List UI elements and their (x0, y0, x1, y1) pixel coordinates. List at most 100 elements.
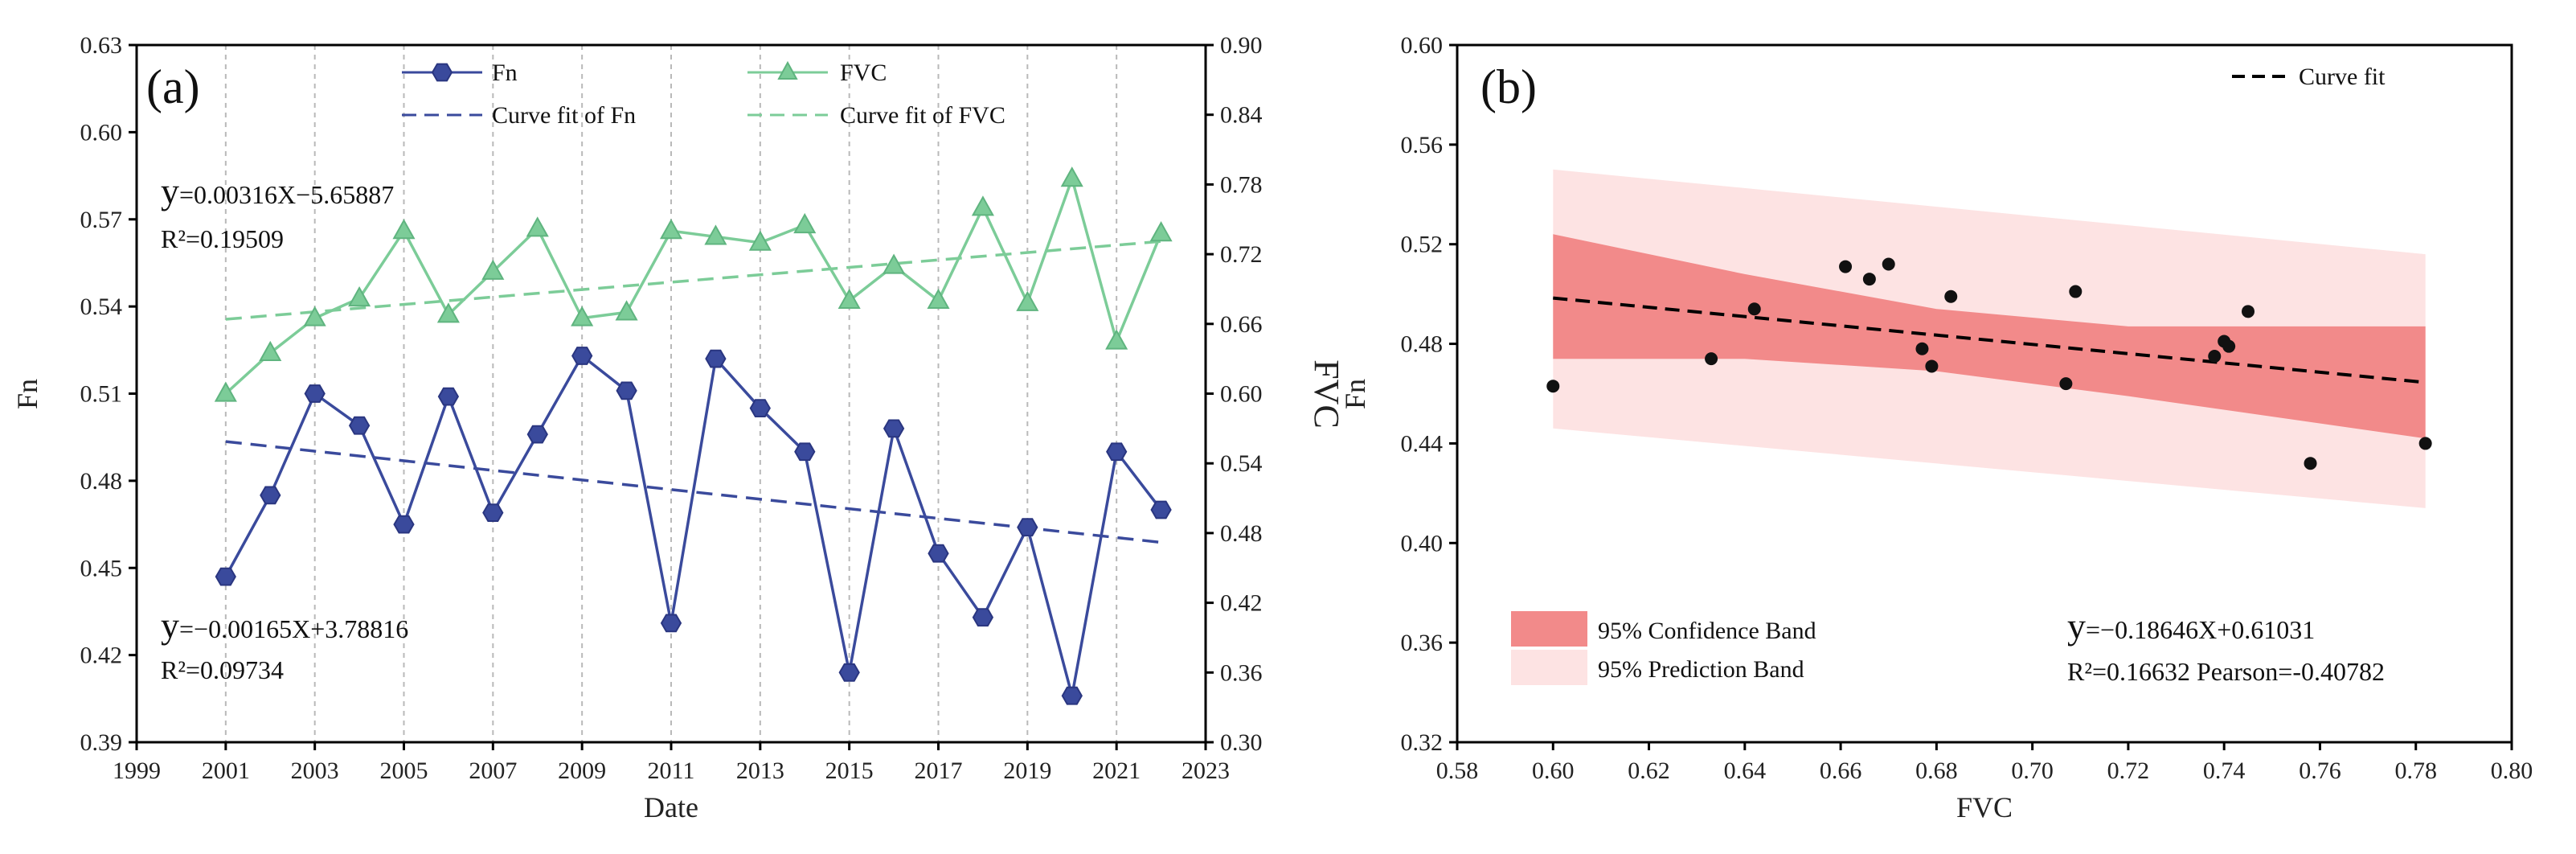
fvc-point-2006 (436, 302, 460, 323)
fvc-point-2012 (704, 224, 727, 245)
fvc-equation: y=0.00316X−5.65887 (161, 170, 394, 211)
x-tick-label-a: 2013 (736, 758, 784, 784)
fvc-r2: R²=0.19509 (161, 224, 284, 253)
fvc-point-2008 (526, 216, 549, 237)
x-tick-label-a: 2007 (469, 758, 517, 784)
x-tick-label-a: 2011 (648, 758, 695, 784)
y-tick-label-b: 0.36 (1401, 630, 1444, 656)
y-tick-label-left-a: 0.42 (80, 643, 123, 669)
confidence-band (1553, 234, 2426, 439)
y-tick-label-left-a: 0.57 (80, 207, 123, 233)
panel-b-label: (b) (1480, 60, 1537, 113)
fvc-point-2004 (348, 285, 371, 307)
fvc-point-2015 (838, 288, 861, 309)
y-tick-label-right-a: 0.48 (1220, 520, 1263, 547)
fn-point-2009 (571, 347, 593, 365)
scatter-point (2304, 457, 2317, 470)
x-tick-label-b: 0.58 (1436, 758, 1479, 784)
legend-fvc-fit-label: Curve fit of FVC (840, 102, 1005, 129)
fn-point-2019 (1017, 518, 1038, 537)
legend-b: Curve fit 95% Confidence Band 95% Predic… (1511, 64, 2386, 685)
fvc-point-2018 (971, 195, 994, 216)
fvc-point-2002 (259, 340, 282, 362)
y-tick-label-right-a: 0.66 (1220, 311, 1263, 338)
x-tick-label-b: 0.72 (2107, 758, 2150, 784)
x-tick-label-b: 0.74 (2203, 758, 2246, 784)
x-tick-label-b: 0.66 (1820, 758, 1862, 784)
x-tick-label-a: 2009 (558, 758, 606, 784)
scatter-point (2069, 285, 2083, 298)
scatter-point (2059, 377, 2073, 391)
x-tick-label-b: 0.78 (2394, 758, 2437, 784)
scatter-point (1944, 289, 1958, 303)
y-tick-label-left-a: 0.51 (80, 381, 123, 408)
fn-point-2013 (749, 399, 771, 417)
fn-point-2010 (616, 381, 637, 400)
fvc-point-2020 (1060, 166, 1083, 187)
panel-a: 1999 2001 2003 2005 2007 2009 2011 2013 2015 2017… (11, 32, 1346, 823)
scatter-fit-line (1553, 296, 2426, 384)
fvc-point-2016 (883, 253, 906, 274)
fvc-series-line (224, 174, 1163, 395)
x-tick-label-a: 2005 (380, 758, 428, 784)
y-tick-label-right-a: 0.36 (1220, 659, 1263, 686)
y-tick-label-b: 0.60 (1401, 32, 1444, 59)
legend-fn-marker (431, 63, 453, 82)
fvc-point-2017 (927, 288, 950, 309)
fn-point-2008 (526, 425, 548, 444)
fn-point-2014 (794, 442, 816, 462)
scatter-point (1882, 257, 1895, 271)
scatter-point (1747, 302, 1761, 316)
x-tick-label-b: 0.60 (1532, 758, 1575, 784)
fvc-point-2011 (659, 219, 683, 240)
fn-point-2016 (883, 419, 905, 438)
legend-confidence-swatch (1511, 611, 1587, 647)
y-tick-label-left-a: 0.48 (80, 468, 123, 495)
y-tick-label-left-a: 0.45 (80, 555, 123, 581)
fvc-point-2007 (481, 259, 505, 280)
legend-curve-fit-label: Curve fit (2299, 64, 2386, 90)
fn-point-2006 (437, 387, 460, 406)
fn-point-2007 (482, 503, 504, 522)
x-tick-label-b: 0.76 (2299, 758, 2341, 784)
scatter-point (1705, 352, 1718, 366)
x-tick-label-b: 0.62 (1628, 758, 1670, 784)
fn-point-2022 (1150, 500, 1172, 519)
y-tick-label-b: 0.52 (1401, 232, 1444, 258)
x-tick-label-a: 1999 (113, 758, 161, 784)
panel-b: 0.58 0.60 0.62 0.64 0.66 0.68 0.70 0.72 0.74 0.76… (1339, 32, 2533, 823)
scatter-point (1862, 273, 1876, 286)
legend-fn-fit-label: Curve fit of Fn (492, 102, 636, 129)
y-tick-label-right-a: 0.72 (1220, 241, 1263, 268)
x-tick-label-a: 2001 (202, 758, 250, 784)
legend-confidence-label: 95% Confidence Band (1598, 618, 1816, 644)
fvc-point-2021 (1105, 329, 1128, 350)
fn-fit-line (225, 440, 1161, 544)
scatter-point (1915, 342, 1929, 355)
fn-point-2005 (393, 515, 415, 534)
legend-prediction-swatch (1511, 650, 1587, 685)
scatter-point (2222, 339, 2236, 353)
fn-point-2020 (1061, 686, 1083, 705)
scatter-point (1925, 359, 1939, 373)
fvc-point-2022 (1149, 221, 1173, 242)
panel-a-label: (a) (146, 60, 200, 113)
y-tick-label-left-a: 0.63 (80, 32, 123, 59)
y-tick-label-b: 0.32 (1401, 729, 1444, 756)
x-tick-label-a: 2015 (825, 758, 874, 784)
x-tick-label-b: 0.68 (1915, 758, 1958, 784)
y-tick-label-right-a: 0.78 (1220, 171, 1263, 198)
y-tick-label-b: 0.44 (1401, 430, 1444, 457)
x-tick-label-a: 2021 (1092, 758, 1141, 784)
scatter-point (1546, 380, 1560, 393)
y-axis-title-b: Fn (1339, 379, 1371, 409)
fn-point-2021 (1106, 442, 1128, 462)
y-axis-title-left-a: Fn (11, 379, 43, 409)
fn-point-2003 (304, 384, 326, 403)
y-tick-label-right-a: 0.84 (1220, 102, 1263, 129)
x-axis-title-a: Date (644, 791, 698, 823)
plot-b-frame (1456, 43, 2513, 744)
fn-point-2001 (215, 567, 236, 586)
fn-point-2004 (348, 416, 371, 435)
